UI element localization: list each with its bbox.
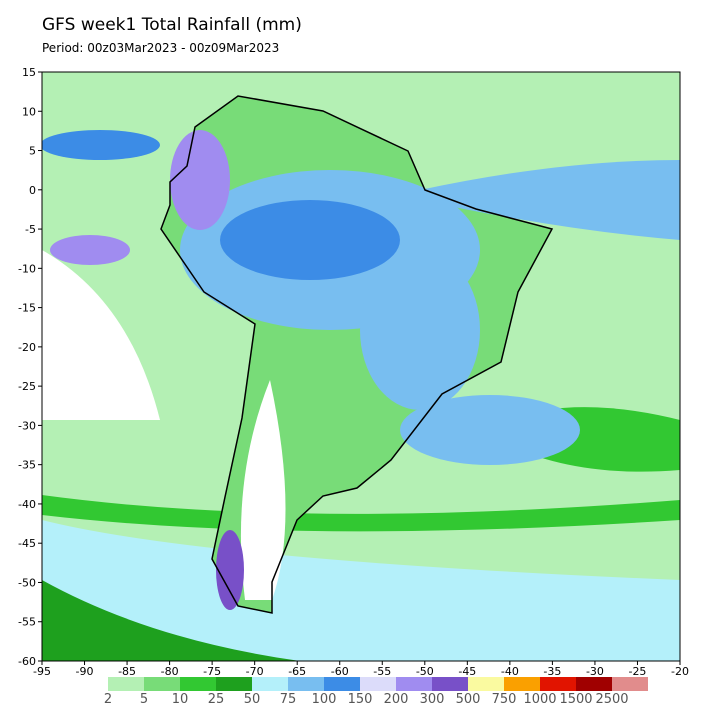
x-tick-label: -75 [203,665,221,678]
rainfall-field [42,72,680,661]
y-tick-label: -50 [18,576,36,589]
colorbar-box [216,677,252,691]
x-tick-label: -60 [331,665,349,678]
x-tick-label: -95 [33,665,51,678]
colorbar-label: 200 [384,692,409,707]
colorbar-label: 750 [492,692,517,707]
colorbar-label: 300 [420,692,445,707]
colorbar-box [504,677,540,691]
x-tick-label: -45 [458,665,476,678]
colorbar-box [576,677,612,691]
x-tick-label: -85 [118,665,136,678]
colorbar-label: 10 [172,692,189,707]
x-tick-label: -30 [586,665,604,678]
x-tick-label: -20 [671,665,689,678]
y-tick-label: -45 [18,537,36,550]
colorbar-box [396,677,432,691]
title: GFS week1 Total Rainfall (mm) [42,15,302,35]
colorbar-label: 500 [456,692,481,707]
colorbar-box [360,677,396,691]
plot-frame [41,71,681,662]
x-tick-label: -70 [246,665,264,678]
x-tick-label: -40 [501,665,519,678]
colorbar-label: 25 [208,692,225,707]
y-tick-label: 10 [22,105,36,118]
colorbar-label: 2 [104,692,112,707]
y-tick-label: -60 [18,655,36,668]
colorbar-box [288,677,324,691]
colorbar-label: 2500 [595,692,628,707]
y-tick-label: -15 [18,302,36,315]
y-tick-label: -25 [18,380,36,393]
x-tick-label: -90 [76,665,94,678]
colorbar-label: 50 [244,692,261,707]
colorbar-box [144,677,180,691]
colorbar-box [108,677,144,691]
colorbar-label: 75 [280,692,297,707]
colorbar-label: 100 [312,692,337,707]
colorbar-box [432,677,468,691]
y-tick-label: -30 [18,419,36,432]
y-tick-label: 15 [22,66,36,79]
colorbar-label: 150 [348,692,373,707]
y-tick-label: -55 [18,616,36,629]
colorbar-label: 1000 [523,692,556,707]
y-tick-label: -40 [18,498,36,511]
colorbar-box [612,677,648,691]
x-tick-label: -65 [288,665,306,678]
colorbar-box [468,677,504,691]
period: Period: 00z03Mar2023 - 00z09Mar2023 [42,41,279,55]
x-tick-label: -25 [628,665,646,678]
y-tick-label: -10 [18,262,36,275]
colorbar-box [252,677,288,691]
y-tick-label: 5 [29,145,36,158]
colorbar-box [180,677,216,691]
colorbar-box [540,677,576,691]
y-tick-label: -5 [25,223,36,236]
x-tick-label: -80 [161,665,179,678]
colorbar-box [324,677,360,691]
x-tick-label: -50 [416,665,434,678]
y-tick-label: -35 [18,459,36,472]
x-tick-label: -55 [373,665,391,678]
colorbar-label: 5 [140,692,148,707]
y-tick-label: 0 [29,184,36,197]
x-tick-label: -35 [543,665,561,678]
colorbar-label: 1500 [559,692,592,707]
y-tick-label: -20 [18,341,36,354]
